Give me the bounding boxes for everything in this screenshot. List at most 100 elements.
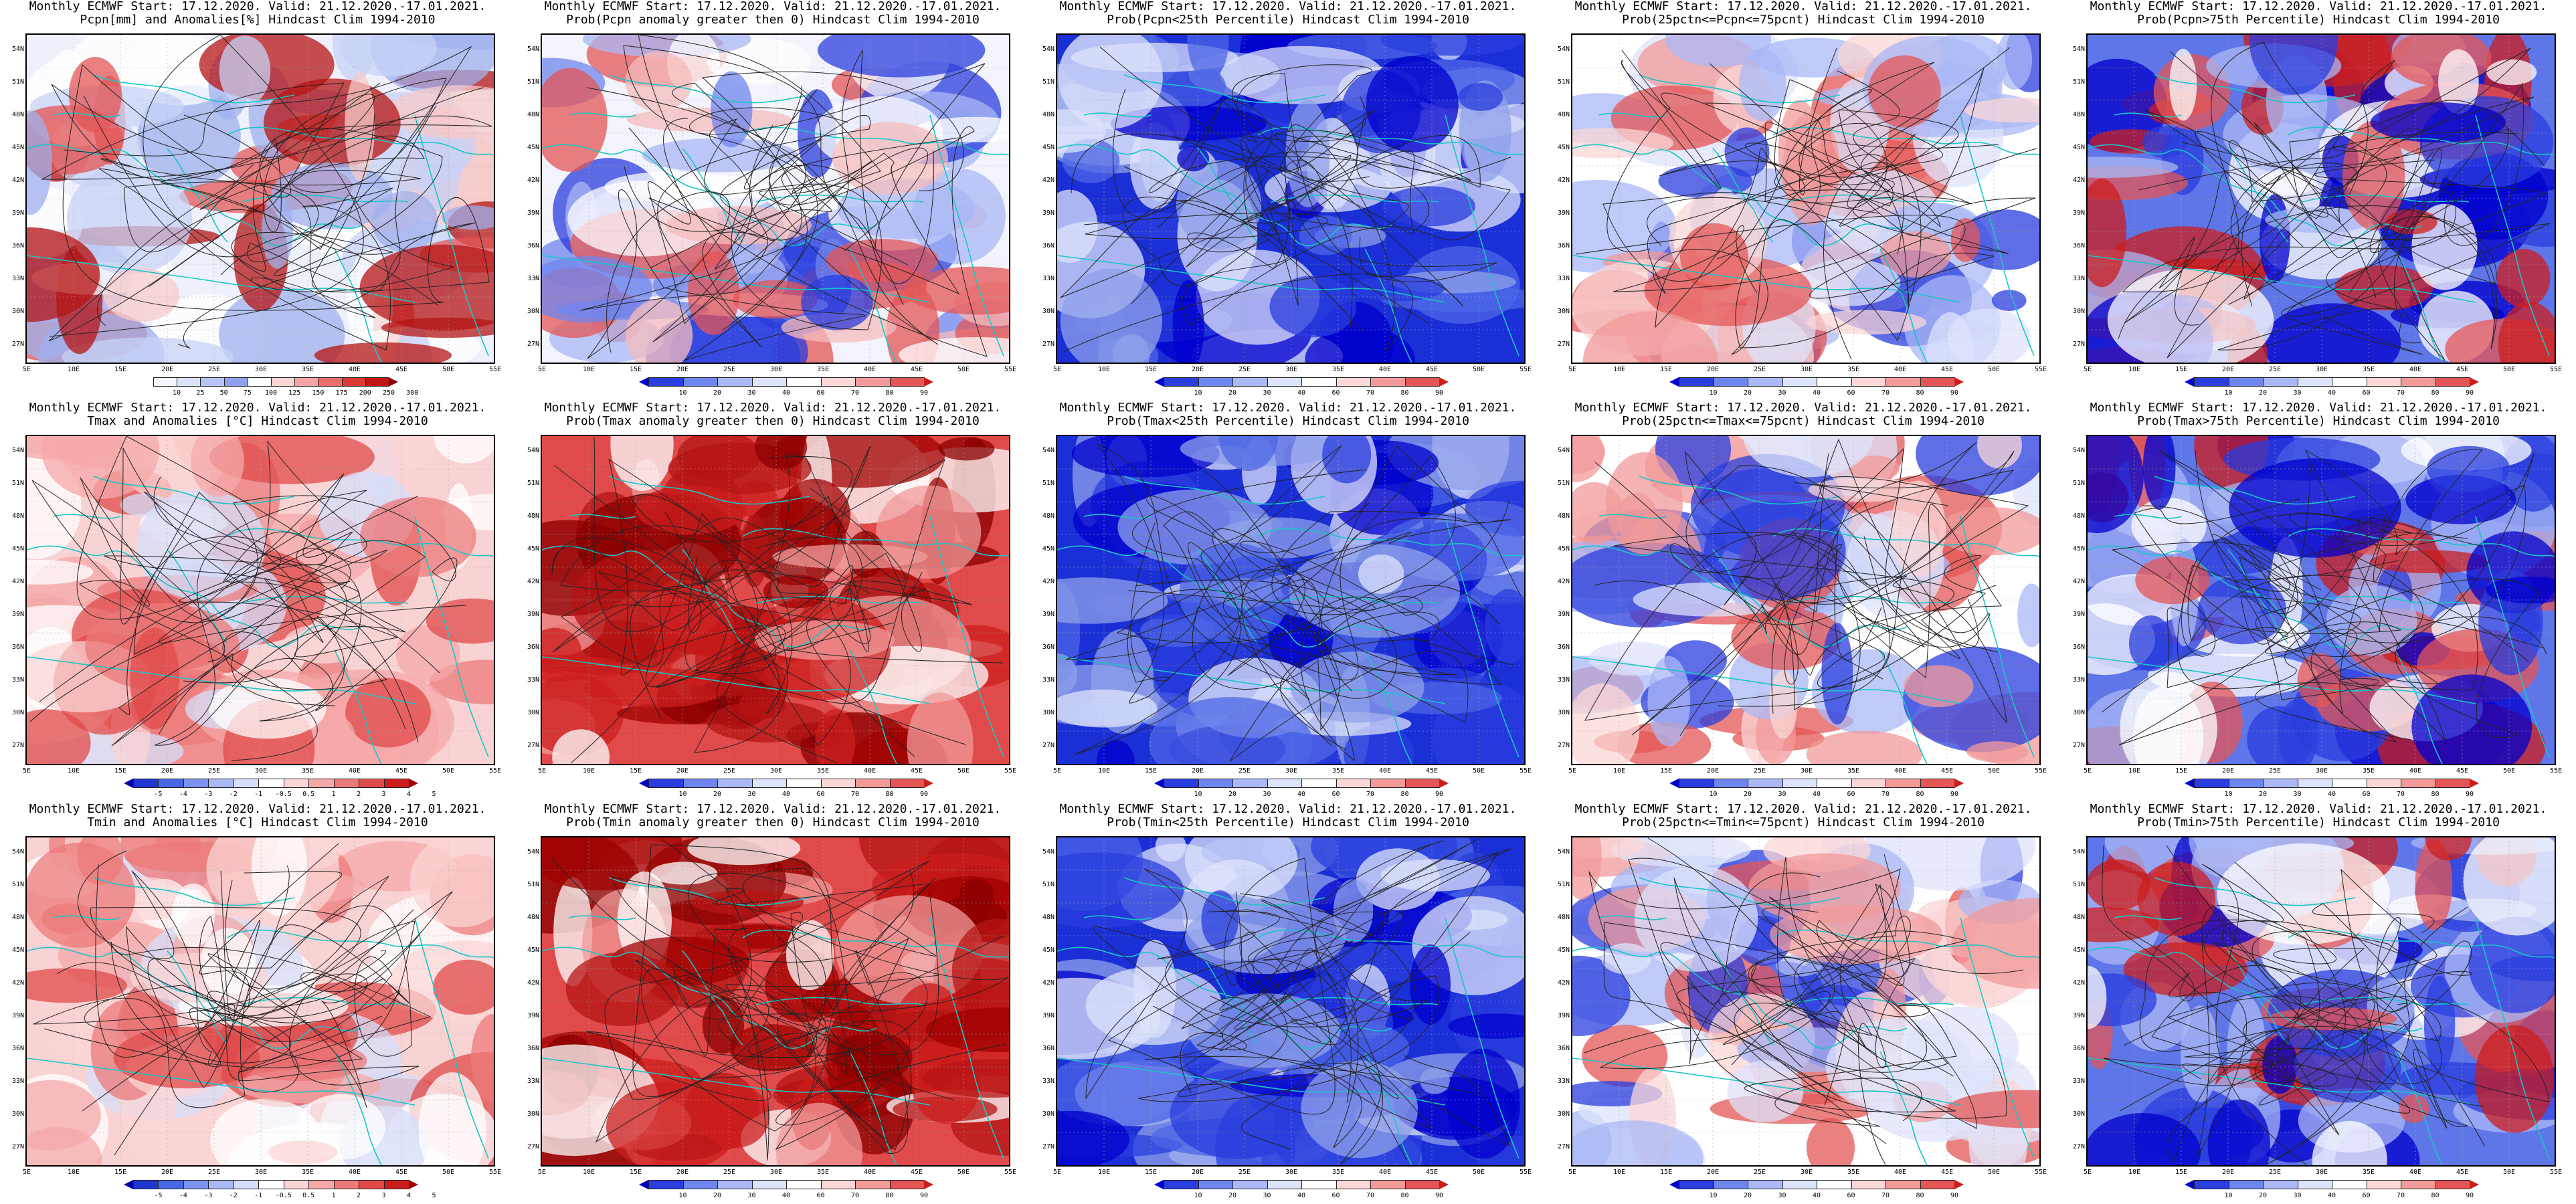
colorbar-segment bbox=[271, 377, 296, 387]
lon-tick-label: 5E bbox=[537, 366, 547, 373]
panel-title-line: Monthly ECMWF Start: 17.12.2020. Valid: … bbox=[544, 802, 1002, 816]
lon-tick-label: 25E bbox=[723, 366, 736, 373]
colorbar-tick: 0.5 bbox=[302, 791, 315, 798]
colorbar-segment bbox=[855, 779, 891, 788]
lat-tick-label: 33N bbox=[11, 676, 24, 684]
lon-tick-label: 30E bbox=[2315, 1169, 2328, 1176]
colorbar bbox=[1669, 779, 1964, 788]
lat-tick-label: 45N bbox=[1042, 144, 1054, 151]
colorbar-tick: 60 bbox=[816, 389, 825, 397]
colorbar-max-arrow bbox=[1439, 377, 1449, 387]
colorbar-tick: 70 bbox=[1881, 389, 1890, 397]
map-panel-p3: Monthly ECMWF Start: 17.12.2020. Valid: … bbox=[1030, 0, 1546, 401]
lon-tick-label: 40E bbox=[863, 767, 877, 775]
colorbar-max-arrow bbox=[409, 1180, 418, 1189]
colorbar-min-arrow bbox=[1154, 1180, 1164, 1189]
lon-tick-label: 35E bbox=[301, 767, 314, 775]
colorbar-min-arrow bbox=[1669, 377, 1679, 387]
colorbar-tick: 10 bbox=[173, 389, 181, 397]
colorbar-segment bbox=[820, 779, 856, 788]
lon-tick-label: 50E bbox=[1987, 366, 2001, 373]
colorbar-tick: 10 bbox=[678, 1192, 687, 1199]
colorbar-segment bbox=[2366, 779, 2401, 788]
lat-tick-label: 48N bbox=[527, 111, 539, 118]
lat-tick-label: 39N bbox=[2072, 1012, 2085, 1019]
colorbar-tick: 60 bbox=[1847, 791, 1855, 798]
lat-tick-label: 30N bbox=[1557, 709, 1570, 716]
lat-tick-label: 54N bbox=[11, 848, 24, 856]
colorbar-segment bbox=[1232, 779, 1268, 788]
lat-tick-label: 54N bbox=[1042, 45, 1054, 53]
panel-subtitle-line: Prob(Tmin anomaly greater then 0) Hindca… bbox=[566, 815, 980, 829]
lon-tick-label: 5E bbox=[1568, 767, 1577, 775]
colorbar-min-arrow bbox=[124, 779, 133, 788]
colorbar-tick: 20 bbox=[713, 1192, 722, 1199]
lon-tick-label: 5E bbox=[537, 1169, 547, 1176]
panel-title-line: Monthly ECMWF Start: 17.12.2020. Valid: … bbox=[1574, 802, 2032, 816]
colorbar-tick: 200 bbox=[359, 389, 371, 397]
lat-tick-label: 45N bbox=[2072, 144, 2085, 151]
lon-tick-label: 15E bbox=[629, 1169, 642, 1176]
map-panel-p4: Monthly ECMWF Start: 17.12.2020. Valid: … bbox=[1546, 0, 2061, 401]
colorbar-segment bbox=[2401, 779, 2436, 788]
colorbar-segment bbox=[2332, 377, 2367, 387]
lon-tick-label: 55E bbox=[1519, 366, 1532, 373]
map-area bbox=[1571, 836, 2041, 1167]
lat-tick-label: 39N bbox=[2072, 611, 2085, 618]
colorbar-segment bbox=[1920, 779, 1955, 788]
colorbar-tick: 90 bbox=[2465, 1192, 2474, 1199]
colorbar-tick: 75 bbox=[243, 389, 252, 397]
colorbar bbox=[2185, 779, 2479, 788]
lat-tick-label: 45N bbox=[527, 144, 539, 151]
colorbar-segment bbox=[2263, 779, 2298, 788]
colorbar-segment bbox=[1232, 1180, 1268, 1189]
lon-tick-label: 10E bbox=[2128, 366, 2141, 373]
lon-tick-label: 10E bbox=[67, 366, 80, 373]
colorbar-tick: 70 bbox=[1881, 791, 1890, 798]
colorbar-tick: 20 bbox=[1743, 791, 1752, 798]
colorbar-tick: 1 bbox=[331, 1192, 336, 1199]
lat-tick-label: 54N bbox=[11, 447, 24, 454]
lon-tick-label: 15E bbox=[1144, 767, 1158, 775]
colorbar-tick: 70 bbox=[1366, 1192, 1375, 1199]
panel-title-line: Monthly ECMWF Start: 17.12.2020. Valid: … bbox=[29, 802, 486, 816]
colorbar-segment bbox=[133, 1180, 159, 1189]
colorbar-segment bbox=[1782, 377, 1817, 387]
panel-title: Monthly ECMWF Start: 17.12.2020. Valid: … bbox=[0, 401, 515, 428]
colorbar-max-arrow bbox=[2470, 1180, 2479, 1189]
colorbar-segment bbox=[1404, 1180, 1440, 1189]
colorbar-tick: 40 bbox=[2327, 389, 2336, 397]
lon-tick-label: 35E bbox=[1331, 767, 1345, 775]
lon-tick-label: 10E bbox=[582, 1169, 595, 1176]
map-area bbox=[2086, 33, 2556, 364]
colorbar-segment bbox=[2194, 779, 2229, 788]
colorbar-segment bbox=[1851, 1180, 1886, 1189]
lat-tick-label: 42N bbox=[2072, 177, 2085, 184]
colorbar-segment bbox=[294, 377, 319, 387]
colorbar-segment bbox=[1679, 779, 1714, 788]
map-area bbox=[1571, 435, 2041, 765]
lat-tick-label: 36N bbox=[11, 1045, 24, 1052]
lon-tick-label: 40E bbox=[863, 366, 877, 373]
panel-title: Monthly ECMWF Start: 17.12.2020. Valid: … bbox=[2061, 803, 2576, 829]
colorbar-tick: -1 bbox=[254, 1192, 263, 1199]
lon-tick-label: 55E bbox=[2549, 1169, 2563, 1176]
lat-tick-label: 33N bbox=[11, 275, 24, 282]
map-area bbox=[2086, 435, 2556, 765]
colorbar bbox=[124, 1180, 418, 1189]
lat-tick-label: 36N bbox=[1042, 643, 1054, 651]
colorbar-tick: 70 bbox=[850, 389, 860, 397]
lat-tick-label: 39N bbox=[1042, 209, 1054, 217]
lon-tick-label: 25E bbox=[2268, 1169, 2282, 1176]
colorbar-tick: 60 bbox=[816, 1192, 825, 1199]
panel-subtitle-line: Prob(Pcpn>75th Percentile) Hindcast Clim… bbox=[2137, 13, 2500, 27]
colorbar-tick: 40 bbox=[2327, 1192, 2336, 1199]
colorbar-min-arrow bbox=[2185, 377, 2194, 387]
lon-tick-label: 25E bbox=[723, 1169, 736, 1176]
lat-tick-label: 30N bbox=[1042, 308, 1054, 315]
colorbar-segment bbox=[158, 779, 184, 788]
lon-tick-label: 15E bbox=[2175, 366, 2188, 373]
colorbar-segment bbox=[183, 1180, 209, 1189]
panel-subtitle-line: Prob(Tmin<25th Percentile) Hindcast Clim… bbox=[1107, 815, 1469, 829]
lon-tick-label: 15E bbox=[2175, 1169, 2188, 1176]
